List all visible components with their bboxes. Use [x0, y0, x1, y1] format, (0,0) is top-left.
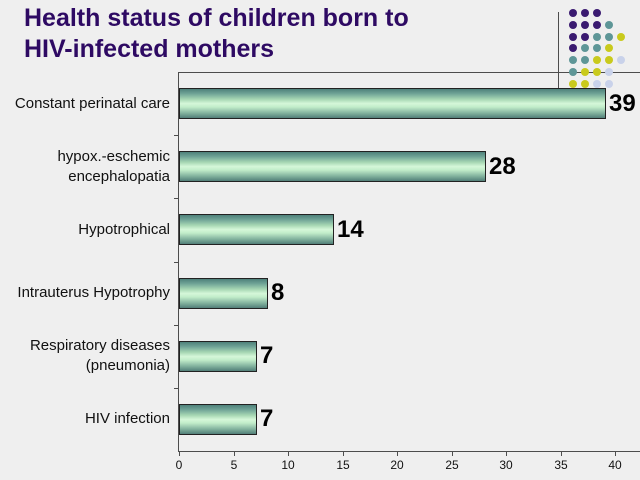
- decorative-dot: [605, 20, 613, 29]
- decorative-dot: [605, 56, 613, 65]
- category-label: Respiratory diseases (pneumonia): [29, 337, 170, 374]
- x-axis-tick: [452, 452, 453, 456]
- x-axis-line: [178, 451, 640, 452]
- y-axis-line: [178, 72, 179, 452]
- plot-area-top-border: [178, 72, 640, 73]
- decorative-dot: [593, 20, 601, 29]
- value-label: 28: [489, 153, 516, 180]
- value-label: 39: [609, 90, 636, 117]
- slide-title: Health status of children born to HIV-in…: [24, 4, 409, 63]
- decorative-dot: [569, 9, 577, 17]
- decorative-dot: [593, 68, 601, 76]
- x-axis-tick: [506, 452, 507, 456]
- decorative-dot: [569, 79, 577, 88]
- decorative-dot: [569, 20, 577, 29]
- decorative-dot: [581, 56, 589, 65]
- value-label: 7: [260, 405, 274, 432]
- x-axis-tick: [343, 452, 344, 456]
- value-label: 8: [271, 279, 285, 306]
- bar: [179, 88, 606, 119]
- decorative-dot: [569, 68, 577, 76]
- y-axis-tick: [174, 388, 178, 389]
- decorative-dot: [581, 68, 589, 76]
- decorative-dot: [581, 32, 589, 41]
- value-label: 14: [337, 216, 364, 243]
- decorative-dot: [605, 44, 613, 53]
- x-axis-tick: [615, 452, 616, 456]
- x-axis-tick: [561, 452, 562, 456]
- category-label: hypox.-eschemic encephalopatia: [57, 148, 170, 185]
- decorative-dot: [593, 44, 601, 53]
- decorative-dot: [605, 79, 613, 88]
- x-axis-tick-label: 25: [445, 458, 459, 472]
- decorative-dot: [581, 79, 589, 88]
- value-label: 7: [260, 342, 274, 369]
- x-axis-tick-label: 5: [230, 458, 238, 472]
- y-axis-tick: [174, 325, 178, 326]
- decorative-dot: [581, 9, 589, 17]
- decorative-dot: [617, 56, 625, 65]
- x-axis-tick: [179, 452, 180, 456]
- category-label: Constant perinatal care: [14, 95, 170, 112]
- x-axis-tick-label: 40: [608, 458, 622, 472]
- decorative-dot: [617, 32, 625, 41]
- decorative-dot: [569, 44, 577, 53]
- decorative-dot: [593, 9, 601, 17]
- bar: [179, 151, 486, 182]
- decorative-dot: [605, 32, 613, 41]
- category-label: Intrauterus Hypotrophy: [17, 284, 170, 301]
- x-axis-tick-label: 0: [175, 458, 183, 472]
- decorative-dot: [593, 32, 601, 41]
- category-label: Hypotrophical: [78, 221, 170, 238]
- y-axis-tick: [174, 262, 178, 263]
- decorative-dot: [581, 20, 589, 29]
- decorative-dot: [593, 79, 601, 88]
- x-axis-tick: [234, 452, 235, 456]
- decorative-dot: [581, 44, 589, 53]
- y-axis-tick: [174, 135, 178, 136]
- decorative-dot: [605, 68, 613, 76]
- x-axis-tick: [397, 452, 398, 456]
- decoration-vertical-line: [558, 12, 559, 92]
- decorative-dot: [569, 32, 577, 41]
- decorative-dot: [593, 56, 601, 65]
- x-axis-tick: [288, 452, 289, 456]
- x-axis-tick-label: 15: [336, 458, 350, 472]
- decorative-dot: [569, 56, 577, 65]
- x-axis-tick-label: 35: [554, 458, 568, 472]
- bar: [179, 341, 257, 372]
- x-axis-tick-label: 10: [281, 458, 295, 472]
- bar: [179, 214, 334, 245]
- bar: [179, 404, 257, 435]
- bar: [179, 278, 268, 309]
- x-axis-tick-label: 30: [499, 458, 513, 472]
- y-axis-tick: [174, 198, 178, 199]
- category-label: HIV infection: [84, 410, 170, 427]
- x-axis-tick-label: 20: [390, 458, 404, 472]
